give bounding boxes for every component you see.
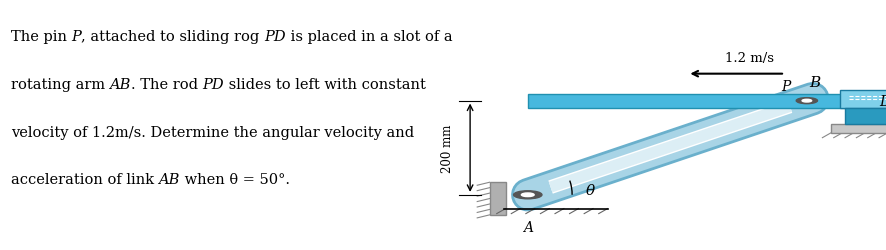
Circle shape [513,191,541,199]
Text: P: P [781,80,790,94]
Text: AB: AB [109,78,130,92]
Text: AB: AB [159,172,180,186]
Bar [527,94,873,108]
Text: rotating arm: rotating arm [11,78,109,92]
Text: , attached to sliding rog: , attached to sliding rog [81,30,264,44]
Text: D: D [878,94,886,108]
Text: θ: θ [585,184,594,198]
Bar [839,90,886,108]
Bar [489,182,505,215]
Circle shape [801,100,811,102]
Text: A: A [522,220,532,234]
Bar [830,124,886,133]
Text: The pin: The pin [11,30,71,44]
Text: 1.2 m/s: 1.2 m/s [724,52,773,64]
Text: 200 mm: 200 mm [440,124,454,172]
Text: when θ = 50°.: when θ = 50°. [180,172,290,186]
Text: P: P [71,30,81,44]
Text: is placed in a slot of a: is placed in a slot of a [285,30,452,44]
Text: PD: PD [264,30,285,44]
Circle shape [796,98,817,104]
Text: B: B [808,75,820,89]
Text: acceleration of link: acceleration of link [11,172,159,186]
Text: velocity of 1.2m/s. Determine the angular velocity and: velocity of 1.2m/s. Determine the angula… [11,125,413,139]
Text: slides to left with constant: slides to left with constant [224,78,425,92]
Text: . The rod: . The rod [130,78,202,92]
Bar [843,108,886,124]
Text: PD: PD [202,78,224,92]
Circle shape [521,193,533,197]
